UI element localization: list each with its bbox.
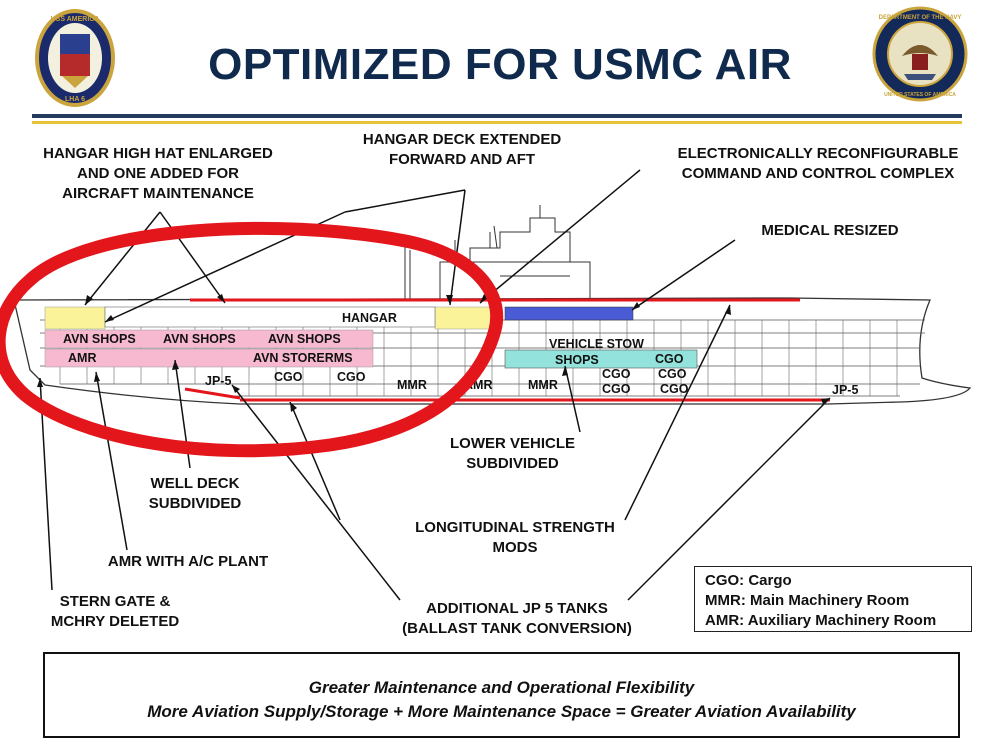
- label-amr-aft: AMR: [68, 351, 96, 365]
- zone-pink-storerms: [44, 348, 374, 368]
- pointer-lines: [39, 169, 831, 601]
- summary-line-2: More Aviation Supply/Storage + More Main…: [147, 702, 856, 721]
- summary-line-1: Greater Maintenance and Operational Flex…: [308, 678, 695, 697]
- zone-yellow-aft: [44, 306, 106, 330]
- zone-yellow-fwd: [434, 306, 498, 330]
- callout-medical: MEDICAL RESIZED: [761, 222, 899, 239]
- svg-text:LHA 6: LHA 6: [65, 96, 85, 103]
- title-rule-gold: [32, 121, 962, 124]
- legend-amr: AMR: Auxiliary Machinery Room: [705, 612, 937, 629]
- callout-hangar-extended: HANGAR DECK EXTENDED FORWARD AND AFT: [362, 131, 562, 168]
- callout-hangar-high-hat: HANGAR HIGH HAT ENLARGED AND ONE ADDED F…: [43, 145, 273, 202]
- callout-c2-complex: ELECTRONICALLY RECONFIGURABLE COMMAND AN…: [677, 145, 959, 182]
- label-cgo-4: CGO: [602, 367, 631, 381]
- label-avn-storerms: AVN STORERMS: [253, 351, 353, 365]
- navy-seal-icon: DEPARTMENT OF THE NAVY UNITED STATES OF …: [872, 6, 968, 102]
- label-mmr-1: MMR: [397, 378, 427, 392]
- svg-text:DEPARTMENT OF THE NAVY: DEPARTMENT OF THE NAVY: [879, 15, 962, 21]
- label-jp5-fwd: JP-5: [832, 383, 858, 397]
- label-cgo-5: CGO: [658, 367, 687, 381]
- summary-box: Greater Maintenance and Operational Flex…: [43, 652, 960, 738]
- abbreviation-legend: CGO: Cargo MMR: Main Machinery Room AMR:…: [694, 566, 972, 632]
- zone-blue-medical: [504, 306, 634, 321]
- legend-mmr: MMR: Main Machinery Room: [705, 592, 910, 609]
- label-shops: SHOPS: [555, 353, 599, 367]
- label-cgo-1: CGO: [655, 352, 684, 366]
- label-jp5-aft: JP-5: [205, 374, 231, 388]
- label-cgo-2: CGO: [274, 370, 303, 384]
- pointer-arrowheads: [37, 294, 830, 412]
- label-mmr-2: MMR: [528, 378, 558, 392]
- callout-well-deck: WELL DECK SUBDIVIDED: [148, 475, 242, 512]
- red-highlight-circle: [0, 221, 504, 458]
- zone-pink-avn-shops: [44, 329, 374, 349]
- svg-text:UNITED STATES OF AMERICA: UNITED STATES OF AMERICA: [884, 92, 956, 98]
- label-cgo-6: CGO: [602, 382, 631, 396]
- callout-lower-vehicle: LOWER VEHICLE SUBDIVIDED: [449, 435, 575, 472]
- callout-amr-ac-plant: AMR WITH A/C PLANT: [107, 553, 269, 570]
- page-title: OPTIMIZED FOR USMC AIR: [208, 40, 792, 89]
- zone-teal-vehicle-stow: [504, 349, 698, 369]
- label-vehicle-stow: VEHICLE STOW: [549, 337, 644, 351]
- left-command-seal-icon: USS AMERICA LHA 6: [35, 9, 115, 107]
- label-cgo-3: CGO: [337, 370, 366, 384]
- callout-jp5-tanks: ADDITIONAL JP 5 TANKS (BALLAST TANK CONV…: [402, 600, 632, 637]
- label-avn-shops-1: AVN SHOPS: [63, 332, 136, 346]
- title-rule-blue: [32, 114, 962, 118]
- svg-text:USS AMERICA: USS AMERICA: [51, 16, 100, 23]
- callout-longitudinal: LONGITUDINAL STRENGTH MODS: [415, 519, 615, 556]
- callout-stern-gate: STERN GATE & MCHRY DELETED: [50, 593, 180, 630]
- label-cgo-7: CGO: [660, 382, 689, 396]
- label-avn-shops-2: AVN SHOPS: [163, 332, 236, 346]
- zone-hangar: [104, 306, 436, 328]
- label-avn-shops-3: AVN SHOPS: [268, 332, 341, 346]
- legend-cgo: CGO: Cargo: [705, 572, 792, 589]
- label-hangar: HANGAR: [342, 311, 397, 325]
